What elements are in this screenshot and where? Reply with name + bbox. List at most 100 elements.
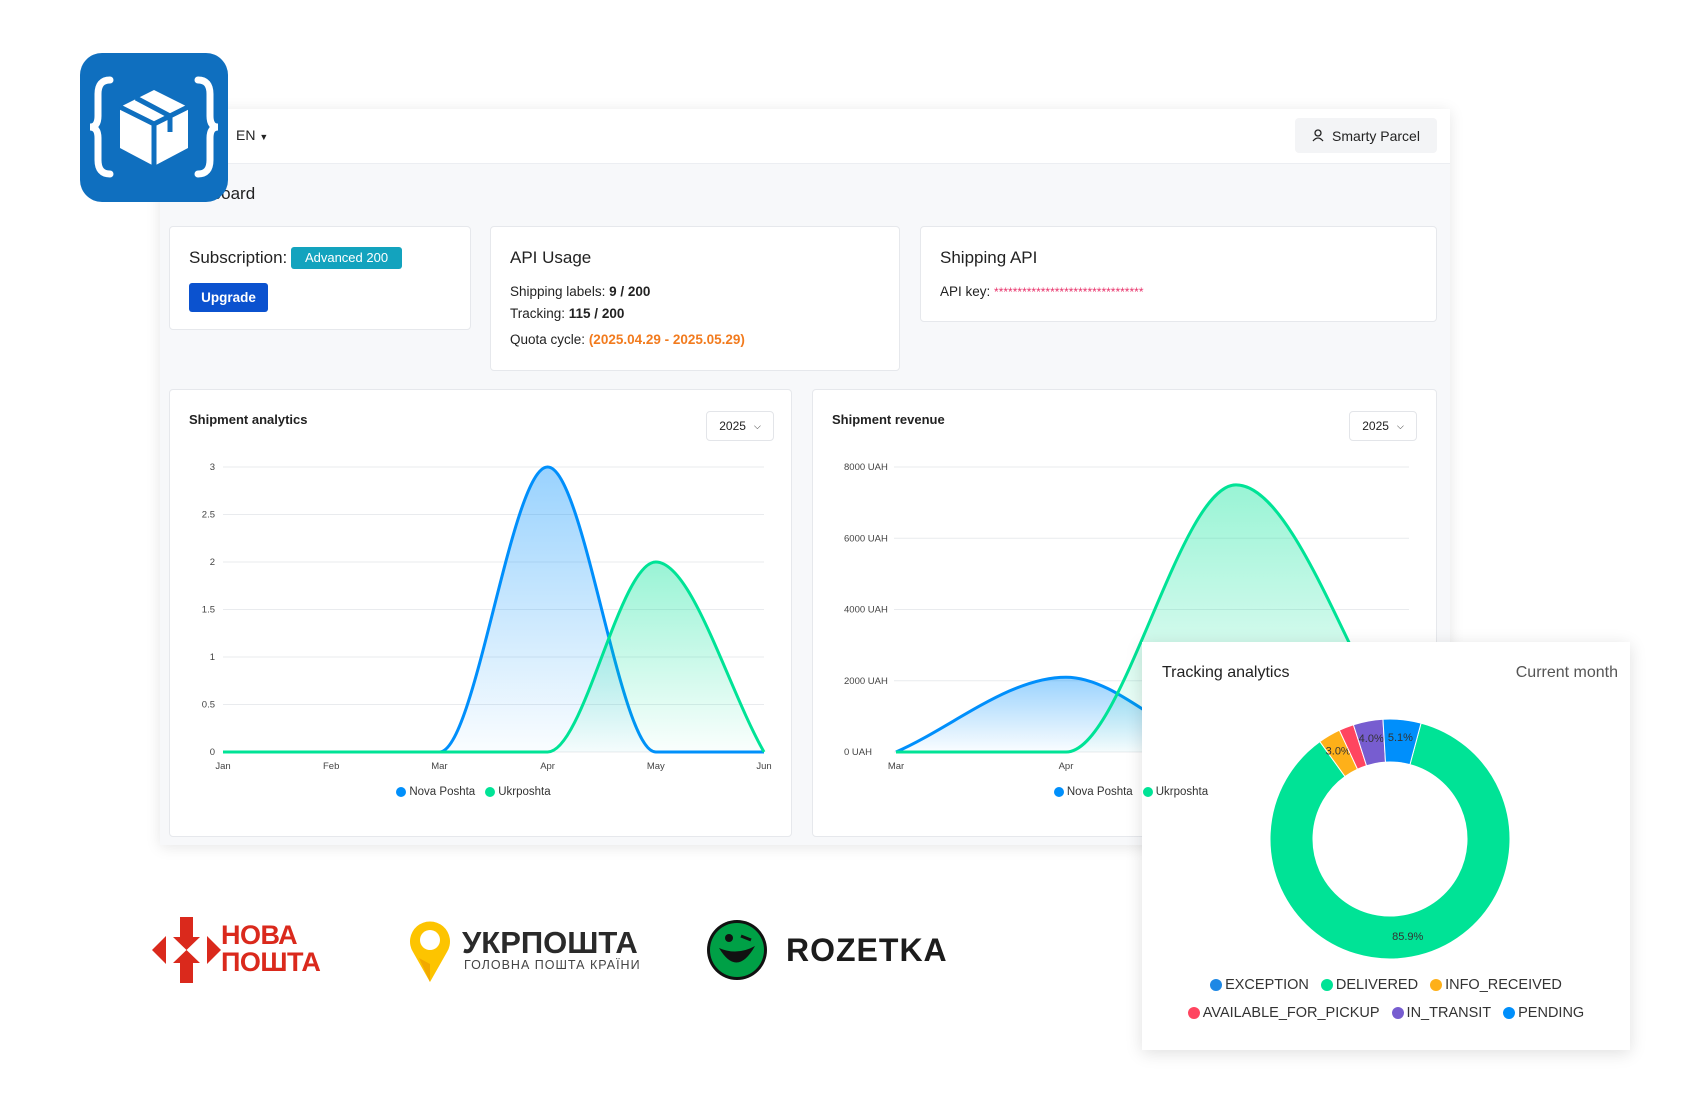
legend-swatch bbox=[1430, 979, 1443, 991]
legend-label: PENDING bbox=[1518, 1005, 1585, 1021]
y-tick-label: 2000 UAH bbox=[844, 676, 888, 687]
ukrposhta-tagline: ГОЛОВНА ПОШТА КРАЇНИ bbox=[464, 958, 641, 972]
legend-item: Ukrposhta bbox=[485, 786, 551, 798]
tracking-card: Tracking analytics Current month 85.9% 3.… bbox=[1142, 642, 1630, 1050]
donut-segment bbox=[1382, 718, 1422, 766]
area bbox=[223, 562, 764, 752]
legend: Nova Poshta Ukrposhta bbox=[274, 786, 674, 798]
legend-swatch bbox=[485, 787, 496, 797]
x-tick-label: Apr bbox=[1059, 761, 1074, 772]
year: 2025 bbox=[1362, 419, 1389, 433]
x-tick-label: Jun bbox=[756, 761, 771, 772]
y-tick-label: 0 bbox=[210, 747, 215, 758]
logo-text: НОВА bbox=[221, 920, 298, 950]
y-tick-label: 4000 UAH bbox=[844, 605, 888, 616]
subscription-card: Subscription: Advanced 200 Upgrade bbox=[169, 226, 471, 330]
legend-swatch bbox=[1187, 1007, 1200, 1019]
legend-label: AVAILABLE_FOR_PICKUP bbox=[1202, 1005, 1380, 1021]
legend: AVAILABLE_FOR_PICKUP IN_TRANSIT PENDING bbox=[1142, 1005, 1630, 1021]
user-icon bbox=[1312, 129, 1324, 142]
usage-row: Tracking: 115 / 200 bbox=[510, 306, 624, 321]
user-button[interactable]: Smarty Parcel bbox=[1295, 118, 1437, 153]
chart-title: Shipment analytics bbox=[189, 412, 308, 427]
legend-swatch bbox=[1142, 787, 1153, 797]
legend-label: EXCEPTION bbox=[1225, 977, 1309, 993]
usage-row: Quota cycle: (2025.04.29 - 2025.05.29) bbox=[510, 332, 745, 347]
legend-item: EXCEPTION bbox=[1210, 977, 1309, 993]
year-select[interactable]: 2025 ⌵ bbox=[706, 411, 774, 441]
data-label: 85.9% bbox=[1392, 931, 1423, 943]
x-tick-label: Jan bbox=[215, 761, 230, 772]
row-label: Quota cycle: bbox=[510, 332, 586, 347]
legend-swatch bbox=[1391, 1007, 1404, 1019]
y-tick-label: 1.5 bbox=[202, 605, 215, 616]
rozetka-name: ROZETKA bbox=[786, 932, 948, 968]
user-name: Smarty Parcel bbox=[1332, 127, 1420, 144]
row-label: Shipping labels: bbox=[510, 284, 606, 299]
legend-swatch bbox=[1210, 979, 1223, 991]
x-tick-label: Mar bbox=[431, 761, 447, 772]
subscription-label: Subscription: bbox=[189, 248, 288, 267]
y-tick-label: 3 bbox=[210, 462, 215, 473]
upgrade-button[interactable]: Upgrade bbox=[189, 283, 268, 312]
legend-label: INFO_RECEIVED bbox=[1445, 977, 1562, 993]
data-label: 3.0% bbox=[1326, 746, 1351, 758]
ukrposhta-mark bbox=[410, 921, 450, 982]
y-tick-label: 0.5 bbox=[202, 700, 215, 711]
x-tick-label: May bbox=[647, 761, 665, 772]
data-label: 5.1% bbox=[1388, 732, 1413, 744]
legend-label: IN_TRANSIT bbox=[1406, 1005, 1492, 1021]
y-tick-label: 2 bbox=[210, 557, 215, 568]
logo-text: ПОШТА bbox=[221, 947, 321, 977]
donut-segment bbox=[1269, 722, 1511, 960]
y-tick-label: 1 bbox=[210, 652, 215, 663]
x-tick-label: Feb bbox=[323, 761, 339, 772]
legend: Nova Poshta Ukrposhta bbox=[931, 786, 1331, 798]
y-tick-label: 6000 UAH bbox=[844, 533, 888, 544]
donut-chart: 85.9% 3.0% 4.0% 5.1% bbox=[1269, 718, 1511, 960]
y-tick-label: 0 UAH bbox=[844, 747, 872, 758]
legend: EXCEPTION DELIVERED INFO_RECEIVED bbox=[1142, 977, 1630, 993]
line bbox=[223, 560, 766, 754]
legend-item: IN_TRANSIT bbox=[1391, 1005, 1492, 1021]
app-logo bbox=[80, 53, 228, 202]
language: EN bbox=[236, 127, 256, 143]
legend-swatch bbox=[396, 787, 407, 797]
legend-label: Ukrposhta bbox=[498, 786, 551, 798]
year-select[interactable]: 2025 ⌵ bbox=[1349, 411, 1417, 441]
y-tick-label: 2.5 bbox=[202, 510, 215, 521]
legend-label: DELIVERED bbox=[1335, 977, 1419, 993]
row-value: (2025.04.29 - 2025.05.29) bbox=[588, 332, 745, 347]
shipping-api-card: Shipping API API key: ******************… bbox=[920, 226, 1437, 322]
legend-item: Nova Poshta bbox=[1053, 786, 1133, 798]
ukrposhta-name: УКРПОШТА bbox=[462, 925, 638, 960]
card-title: Shipping API bbox=[940, 248, 1038, 267]
legend-item: PENDING bbox=[1503, 1005, 1584, 1021]
legend-label: Ukrposhta bbox=[1155, 786, 1209, 798]
year: 2025 bbox=[719, 419, 746, 433]
period: Current month bbox=[1515, 664, 1618, 681]
usage-row: Shipping labels: 9 / 200 bbox=[510, 284, 650, 299]
legend-swatch bbox=[1320, 979, 1333, 991]
x-tick-label: Apr bbox=[540, 761, 555, 772]
nova-poshta-mark bbox=[152, 917, 221, 983]
api-usage-card: API Usage Shipping labels: 9 / 200 Track… bbox=[490, 226, 900, 371]
row-value: 115 / 200 bbox=[568, 306, 625, 321]
chart-title: Shipment revenue bbox=[832, 412, 945, 427]
legend-item: Nova Poshta bbox=[396, 786, 475, 798]
line bbox=[896, 483, 1408, 754]
nova-poshta-logo: НОВА ПОШТА bbox=[221, 920, 321, 977]
rozetka-mark bbox=[707, 920, 767, 980]
row-label: Tracking: bbox=[510, 306, 566, 321]
legend-label: Nova Poshta bbox=[1066, 786, 1133, 798]
y-tick-label: 8000 UAH bbox=[844, 462, 888, 473]
language-select[interactable]: EN ▼ bbox=[236, 127, 269, 143]
legend-item: AVAILABLE_FOR_PICKUP bbox=[1187, 1005, 1380, 1021]
legend-item: DELIVERED bbox=[1320, 977, 1419, 993]
x-tick-label: Mar bbox=[888, 761, 904, 772]
legend-item: INFO_RECEIVED bbox=[1430, 977, 1562, 993]
api-key-row: API key: *******************************… bbox=[940, 284, 1143, 299]
api-key: ******************************** bbox=[994, 285, 1144, 299]
plan-badge: Advanced 200 bbox=[291, 247, 402, 269]
